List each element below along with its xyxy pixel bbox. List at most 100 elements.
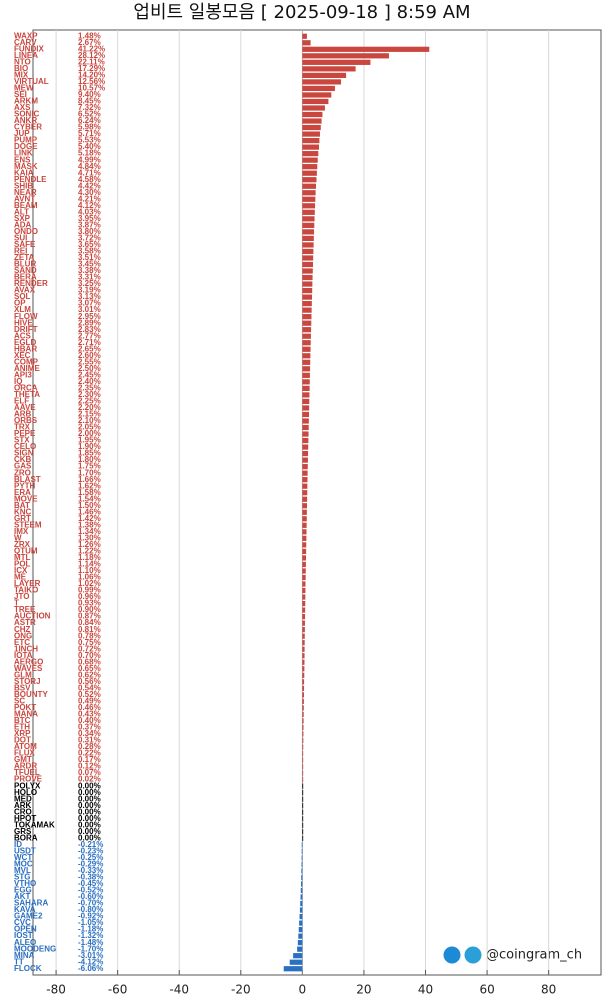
- value-label: 1.62%: [78, 481, 101, 490]
- bar: [302, 405, 310, 411]
- ticker-label: MTL: [14, 553, 31, 562]
- value-label: 0.00%: [78, 801, 101, 810]
- value-label: 3.01%: [78, 305, 101, 314]
- plot-frame: [32, 29, 602, 976]
- value-label: -0.29%: [78, 860, 103, 869]
- value-label: 4.21%: [78, 194, 101, 203]
- value-label: 17.29%: [78, 64, 105, 73]
- bar: [302, 85, 335, 92]
- value-label: 0.65%: [78, 664, 101, 673]
- value-label: 0.70%: [78, 651, 101, 660]
- value-label: 2.77%: [78, 331, 101, 340]
- bar: [302, 294, 313, 300]
- ticker-label: ONG: [14, 631, 32, 640]
- value-label: 1.06%: [78, 573, 101, 582]
- value-label: 3.80%: [78, 227, 101, 236]
- value-label: -0.33%: [78, 866, 103, 875]
- ticker-label: FLUX: [14, 749, 36, 758]
- value-label: 3.31%: [78, 273, 101, 282]
- ticker-label: MOODENG: [14, 944, 56, 953]
- ticker-label: ETH: [14, 723, 30, 732]
- bar: [302, 685, 305, 691]
- ticker-label: IOST: [14, 931, 33, 940]
- value-label: -6.06%: [78, 964, 103, 973]
- bar: [302, 346, 311, 352]
- value-label: 22.11%: [78, 57, 105, 66]
- ticker-label: AXS: [14, 103, 31, 112]
- bar: [302, 333, 311, 339]
- ticker-label: BERA: [14, 273, 37, 282]
- bar: [302, 790, 304, 796]
- bar: [302, 92, 332, 98]
- value-label: 0.87%: [78, 612, 101, 621]
- bar: [302, 646, 305, 652]
- value-label: -1.32%: [78, 931, 103, 940]
- bar: [302, 385, 310, 391]
- value-label: 3.19%: [78, 286, 101, 295]
- ticker-label: VIRTUAL: [14, 77, 49, 86]
- value-label: -0.92%: [78, 912, 103, 921]
- bar: [302, 170, 317, 176]
- value-label: 3.13%: [78, 292, 101, 301]
- ticker-label: SAFE: [14, 240, 36, 249]
- value-label: 5.40%: [78, 142, 101, 151]
- ticker-label: POKT: [14, 703, 36, 712]
- ticker-label: ONDO: [14, 227, 38, 236]
- bar: [302, 633, 305, 639]
- bar: [302, 53, 389, 59]
- bar: [302, 750, 304, 757]
- ticker-label: TRX: [14, 423, 31, 432]
- bar: [302, 809, 304, 815]
- ticker-label: RENDER: [14, 279, 48, 288]
- bar: [302, 614, 306, 620]
- bar: [302, 470, 308, 476]
- bar: [302, 118, 322, 124]
- value-label: 2.30%: [78, 390, 101, 399]
- ticker-label: TAIKO: [14, 586, 38, 595]
- ticker-label: ZRO: [14, 468, 31, 477]
- ticker-label: SAHARA: [14, 899, 48, 908]
- bar: [302, 744, 304, 750]
- value-label: -0.60%: [78, 892, 103, 901]
- ticker-label: CHZ: [14, 625, 31, 634]
- ticker-label: USDT: [14, 846, 36, 855]
- ticker-label: STG: [14, 873, 30, 882]
- value-label: 2.10%: [78, 416, 101, 425]
- ticker-label: FUNDIX: [14, 44, 44, 53]
- ticker-label: SEI: [14, 90, 27, 99]
- value-label: 1.22%: [78, 547, 101, 556]
- bar: [302, 737, 304, 744]
- bar: [302, 242, 314, 248]
- value-label: -3.01%: [78, 951, 103, 960]
- value-label: 0.00%: [78, 781, 101, 790]
- bar: [302, 600, 306, 607]
- bar: [302, 418, 309, 424]
- ticker-label: HPOT: [14, 814, 36, 823]
- chart-title: 업비트 일봉모음 [ 2025-09-18 ] 8:59 AM: [133, 2, 470, 23]
- value-label: 0.81%: [78, 625, 101, 634]
- value-label: 1.80%: [78, 455, 101, 464]
- ticker-label: TT: [14, 957, 24, 966]
- bar: [302, 777, 304, 783]
- ticker-label: ACS: [14, 331, 32, 340]
- bar: [299, 907, 303, 913]
- bar: [302, 692, 304, 698]
- value-label: 0.31%: [78, 736, 101, 745]
- ticker-label: ICX: [14, 566, 28, 575]
- bar: [301, 848, 303, 854]
- value-label: 6.24%: [78, 116, 101, 125]
- value-label: 3.25%: [78, 279, 101, 288]
- bar: [302, 574, 306, 581]
- bar: [302, 274, 313, 281]
- bar: [302, 66, 356, 72]
- value-label: 1.14%: [78, 560, 101, 569]
- bar: [302, 392, 310, 398]
- value-label: 10.57%: [78, 84, 105, 93]
- bar: [302, 529, 307, 535]
- value-label: -0.80%: [78, 905, 103, 914]
- value-label: 1.18%: [78, 553, 101, 562]
- ticker-label: DOT: [14, 736, 31, 745]
- value-label: -0.38%: [78, 873, 103, 882]
- ticker-label: XRP: [14, 729, 31, 738]
